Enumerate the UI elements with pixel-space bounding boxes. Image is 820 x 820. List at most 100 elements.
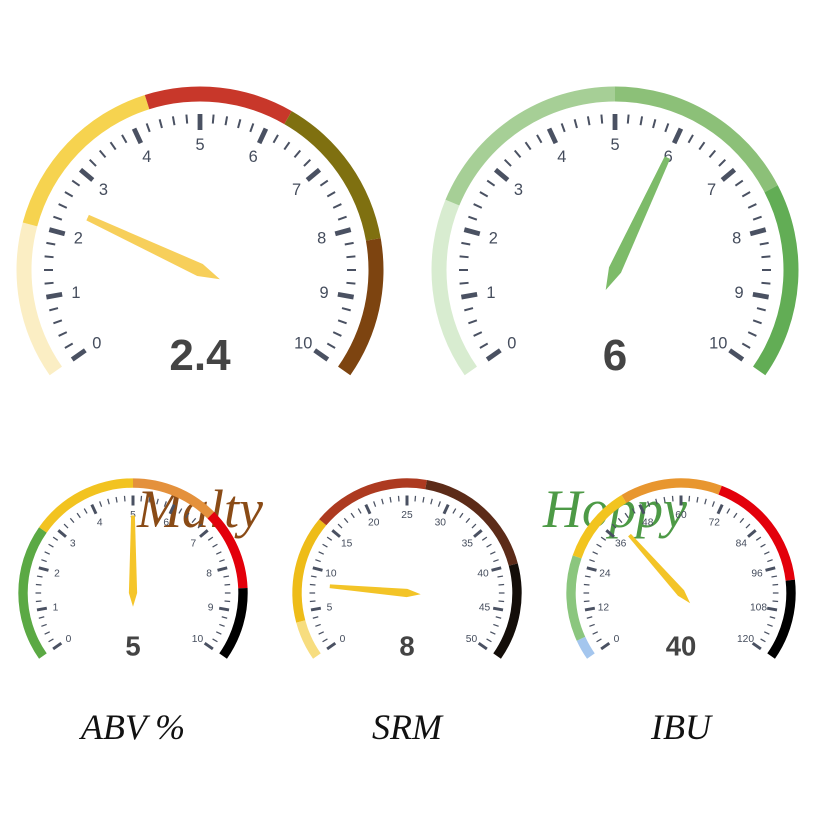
gauge-ibu-minor-tick xyxy=(592,631,598,635)
gauge-hoppy-minor-tick xyxy=(468,319,478,325)
gauge-hoppy-value: 6 xyxy=(603,331,627,380)
gauge-srm-major-tick xyxy=(477,641,488,651)
gauge-srm-minor-tick xyxy=(495,616,502,619)
gauge-srm-minor-tick xyxy=(357,508,362,514)
gauge-abv-title: ABV % xyxy=(80,707,186,747)
gauge-ibu-band-2 xyxy=(572,494,627,559)
gauge-hoppy-minor-tick xyxy=(708,149,717,159)
gauge-malty-minor-tick xyxy=(344,241,354,246)
gauge-malty-minor-tick xyxy=(326,342,336,349)
gauge-srm-tick-label: 45 xyxy=(479,603,491,614)
gauge-srm-needle xyxy=(329,584,421,598)
gauge-abv-tick-label: 6 xyxy=(163,518,169,529)
gauge-ibu-tick-label: 108 xyxy=(750,603,767,614)
gauge-srm-dial: 0 5 10 15 20 25 30 35 40 45 50 8 xyxy=(292,478,522,662)
gauge-abv-minor-tick xyxy=(36,575,43,578)
gauge-hoppy-minor-tick xyxy=(473,331,483,337)
gauge-malty-tick-label: 7 xyxy=(292,181,301,199)
gauge-ibu-color-bands xyxy=(566,478,796,659)
gauge-malty-minor-tick xyxy=(53,215,63,221)
gauge-hoppy-minor-tick xyxy=(639,116,644,126)
gauge-hoppy-band-0 xyxy=(431,199,477,376)
gauge-hoppy-band-3 xyxy=(753,185,799,376)
gauge-malty-minor-tick xyxy=(249,123,255,133)
gauge-hoppy-minor-tick xyxy=(461,241,471,246)
gauge-abv-band-3 xyxy=(207,511,248,589)
gauge-hoppy-minor-tick xyxy=(761,281,771,285)
gauge-hoppy-major-tick xyxy=(752,291,770,300)
gauge-ibu-minor-tick xyxy=(704,498,707,505)
gauge-ibu-band-0 xyxy=(576,636,595,659)
gauge-hoppy-minor-tick xyxy=(718,158,727,167)
gauge-hoppy-minor-tick xyxy=(586,116,591,126)
gauge-srm-tick-label: 25 xyxy=(401,510,413,521)
gauge-hoppy-tick-label: 1 xyxy=(486,284,495,302)
gauge-srm-minor-tick xyxy=(452,508,457,514)
gauge-ibu-major-tick xyxy=(716,504,724,515)
gauge-srm-minor-tick xyxy=(315,623,321,627)
gauge-ibu-minor-tick xyxy=(624,512,629,519)
gauge-srm-major-tick xyxy=(492,606,504,612)
gauge-malty-tick-label: 9 xyxy=(320,284,329,302)
gauge-ibu-minor-tick xyxy=(739,517,745,524)
gauge-malty-major-tick xyxy=(256,127,269,145)
gauge-hoppy-minor-tick xyxy=(503,158,512,167)
gauge-abv-minor-tick xyxy=(48,543,54,548)
gauge-hoppy-color-bands xyxy=(431,86,799,376)
gauge-ibu-band-3 xyxy=(621,478,722,503)
gauge-srm-minor-tick xyxy=(326,536,333,541)
gauge-abv-minor-tick xyxy=(178,508,183,514)
gauge-abv-minor-tick xyxy=(148,496,151,503)
gauge-malty-tick-label: 4 xyxy=(142,148,151,166)
gauge-hoppy-tick-label: 6 xyxy=(664,148,673,166)
gauge-malty-dial: 0 1 2 3 4 5 6 7 8 9 10 2.4 xyxy=(16,86,384,380)
gauge-malty-band-0 xyxy=(16,222,62,376)
gauge-srm-band-1 xyxy=(292,519,327,623)
gauge-abv-minor-tick xyxy=(221,616,228,619)
gauge-ibu-major-tick xyxy=(586,566,597,572)
gauge-abv-minor-tick xyxy=(216,551,222,555)
gauge-ibu-minor-tick xyxy=(596,638,602,643)
gauge-ibu-title: IBU xyxy=(651,707,711,747)
gauge-hoppy-tick-label: 4 xyxy=(557,148,566,166)
gauge-malty-tick-label: 0 xyxy=(92,334,101,352)
gauge-malty-tick-label: 1 xyxy=(71,284,80,302)
gauge-malty-minor-tick xyxy=(303,158,312,167)
gauge-ibu-tick-label: 36 xyxy=(615,538,627,549)
gauge-srm-minor-tick xyxy=(389,496,392,503)
gauge-srm-ticks xyxy=(309,495,505,651)
gauge-srm-minor-tick xyxy=(322,543,328,548)
gauge-malty-minor-tick xyxy=(293,149,302,159)
gauge-abv-major-tick xyxy=(217,566,228,572)
gauge-srm-value: 8 xyxy=(399,631,414,662)
gauge-hoppy-minor-tick xyxy=(536,134,543,144)
gauge-srm-tick-label: 0 xyxy=(340,634,346,645)
gauge-abv-minor-tick xyxy=(219,559,225,563)
gauge-srm: 0 5 10 15 20 25 30 35 40 45 50 8 SRM xyxy=(282,468,532,808)
gauge-ibu-minor-tick xyxy=(733,512,738,519)
gauge-hoppy-major-tick xyxy=(460,291,478,300)
gauge-ibu-minor-tick xyxy=(655,498,658,505)
gauge-srm-minor-tick xyxy=(481,536,488,541)
gauge-malty-minor-tick xyxy=(171,116,176,126)
gauge-malty-minor-tick xyxy=(332,331,342,337)
gauge-malty-value: 2.4 xyxy=(169,331,231,380)
gauge-srm-minor-tick xyxy=(318,551,324,555)
gauge-srm-major-tick xyxy=(473,529,483,538)
gauge-hoppy-tick-label: 9 xyxy=(735,284,744,302)
gauge-malty-tick-label: 3 xyxy=(99,181,108,199)
gauge-abv-tick-label: 8 xyxy=(206,568,212,579)
gauge-abv-major-tick xyxy=(38,566,49,572)
gauge-srm-band-0 xyxy=(296,620,321,659)
gauge-srm-major-tick xyxy=(491,566,502,572)
gauge-abv-minor-tick xyxy=(223,575,230,578)
gauge-hoppy-minor-tick xyxy=(473,203,483,209)
gauge-ibu-major-tick xyxy=(766,606,778,612)
gauge-abv-dial: 0123456789105 xyxy=(18,478,248,662)
gauge-hoppy-major-tick xyxy=(720,167,737,182)
gauge-hoppy-minor-tick xyxy=(747,331,757,337)
gauge-hoppy-major-tick xyxy=(493,167,510,182)
gauge-ibu-minor-tick xyxy=(617,517,623,524)
gauge-abv-major-tick xyxy=(199,529,209,538)
gauge-hoppy-needle xyxy=(605,156,671,290)
